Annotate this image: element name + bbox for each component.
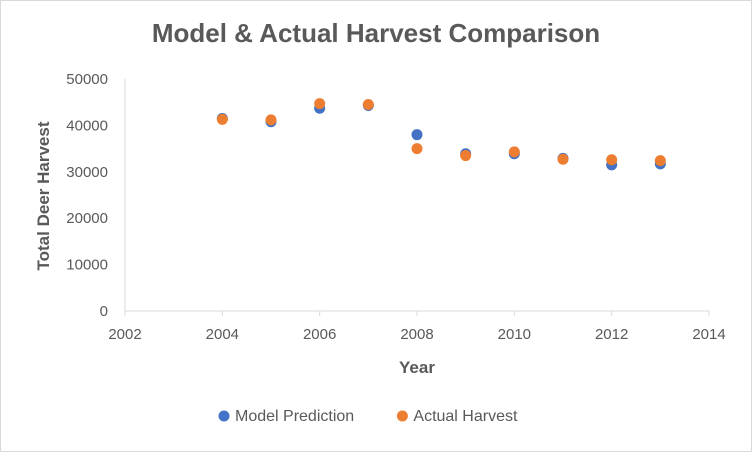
data-point [411, 143, 423, 155]
axes [124, 79, 709, 312]
series-actual-harvest [216, 98, 666, 167]
y-tick-label: 0 [100, 303, 108, 320]
y-axis-title: Total Deer Harvest [34, 121, 53, 270]
legend-item: Model Prediction [218, 408, 354, 425]
data-point [216, 113, 228, 125]
data-point [606, 154, 618, 166]
data-point [460, 150, 472, 162]
legend-marker [218, 410, 230, 422]
y-tick-label: 40000 [66, 117, 108, 134]
series-model-prediction [216, 99, 666, 171]
x-tick-label: 2008 [400, 326, 433, 343]
legend-marker [396, 410, 408, 422]
x-tick-label: 2006 [303, 326, 336, 343]
y-tick-label: 30000 [66, 164, 108, 181]
x-tick-label: 2004 [206, 326, 239, 343]
data-point [411, 129, 423, 141]
y-tick-label: 50000 [66, 71, 108, 88]
data-point [265, 114, 277, 126]
y-tick-labels: 0 10000 20000 30000 40000 50000 [66, 71, 108, 320]
x-tick-label: 2014 [692, 326, 725, 343]
y-tick-label: 20000 [66, 210, 108, 227]
legend-item: Actual Harvest [396, 408, 518, 425]
legend-label: Actual Harvest [413, 408, 518, 425]
data-point [362, 99, 374, 111]
data-points [216, 98, 666, 171]
x-tick-labels: 2002 2004 2006 2008 2010 2012 2014 [108, 311, 726, 343]
x-tick-label: 2010 [498, 326, 531, 343]
data-point [557, 153, 569, 165]
chart-title: Model & Actual Harvest Comparison [151, 18, 601, 48]
data-point [654, 155, 666, 167]
y-tick-label: 10000 [66, 257, 108, 274]
data-point [508, 146, 520, 158]
x-tick-label: 2002 [108, 326, 141, 343]
legend-label: Model Prediction [235, 408, 354, 425]
x-tick-label: 2012 [595, 326, 628, 343]
x-axis-title: Year [399, 358, 435, 377]
data-point [314, 98, 326, 110]
legend: Model Prediction Actual Harvest [218, 408, 518, 425]
